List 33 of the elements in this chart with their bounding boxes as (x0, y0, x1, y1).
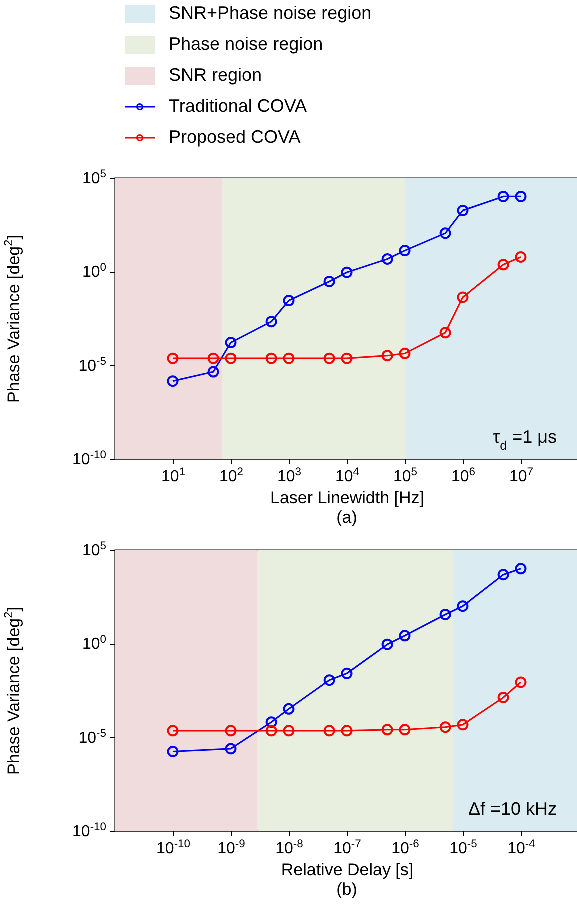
x-tick-label: 10$^{1}$ (161, 466, 186, 486)
x-tick-label: 10$^{2}$ (219, 466, 244, 486)
x-axis-title: Laser Linewidth [Hz] (270, 488, 425, 508)
x-axis-title: Relative Delay [s] (281, 860, 414, 880)
y-tick-label: 10$^{-5}$ (78, 728, 106, 747)
x-tick-label: 10$^{-4}$ (508, 838, 536, 858)
x-tick-label: 10$^{-6}$ (392, 838, 420, 858)
text: (a) (336, 508, 358, 527)
x-tick-label: 10$^{-7}$ (334, 838, 362, 858)
y-tick-label: 10$^{-5}$ (78, 356, 106, 375)
x-tick-label: 10$^{-5}$ (450, 838, 478, 858)
y-tick-label: 10$^{5}$ (82, 168, 106, 188)
legend-label: Proposed COVA (169, 127, 301, 147)
x-tick-label: 10$^{3}$ (277, 466, 302, 486)
y-tick-label: 10$^{-10}$ (72, 822, 106, 840)
x-tick-label: 10$^{-8}$ (276, 838, 304, 858)
annotation: Δf =10 kHz (468, 799, 557, 819)
y-tick-label: 10$^{5}$ (82, 540, 106, 560)
y-tick-label: 10$^{0}$ (82, 634, 106, 654)
x-tick-label: 10$^{-9}$ (218, 838, 246, 858)
legend-label: Phase noise region (169, 34, 324, 54)
x-tick-label: 10$^{4}$ (335, 466, 360, 486)
legend-label: Traditional COVA (169, 96, 308, 116)
y-tick-label: 10$^{-10}$ (72, 450, 106, 468)
annotation: τ$_{d}$ =1 μs (492, 427, 557, 453)
y-tick-label: 10$^{0}$ (82, 262, 106, 282)
x-tick-label: 10$^{5}$ (393, 466, 418, 486)
text: (b) (336, 880, 358, 899)
legend-label: SNR region (169, 65, 262, 85)
x-tick-label: 10$^{6}$ (451, 466, 476, 486)
legend-label: SNR+Phase noise region (169, 3, 372, 23)
x-tick-label: 10$^{7}$ (509, 466, 534, 486)
x-tick-label: 10$^{-10}$ (156, 838, 190, 858)
